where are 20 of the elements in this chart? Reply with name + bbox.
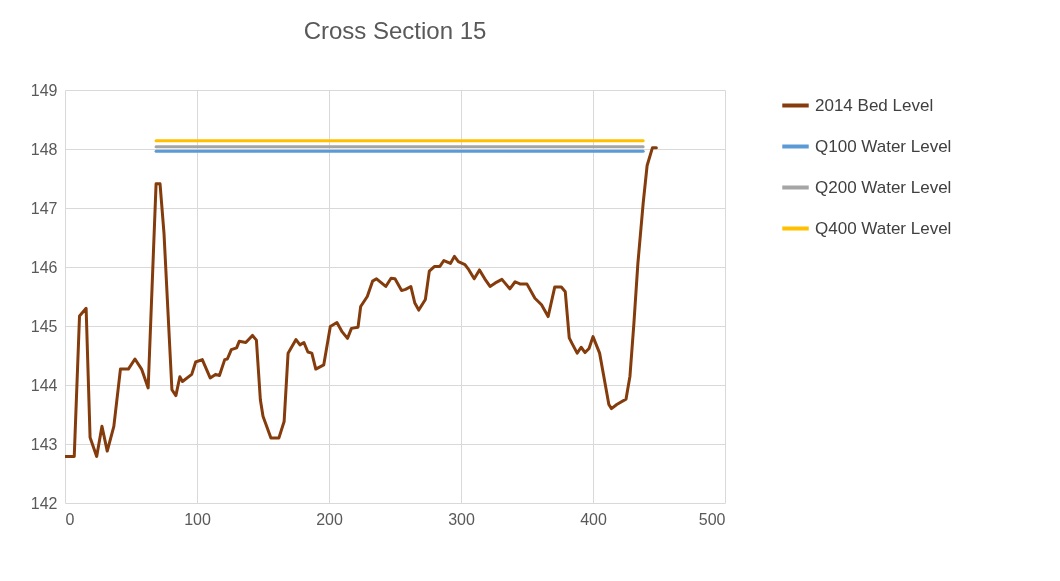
y-tick-label: 142 <box>30 494 58 512</box>
legend-label: Q400 Water Level <box>815 218 952 238</box>
x-tick-label: 100 <box>184 510 211 528</box>
x-tick-label: 200 <box>316 510 343 528</box>
y-tick-label: 148 <box>30 140 58 158</box>
x-tick-label: 0 <box>65 510 75 528</box>
x-tick-label: 500 <box>698 510 726 528</box>
x-tick-label: 300 <box>448 510 475 528</box>
legend-label: Q100 Water Level <box>815 136 952 156</box>
y-tick-label: 143 <box>30 435 58 453</box>
chart-title: Cross Section 15 <box>303 17 487 44</box>
x-tick-label: 400 <box>580 510 607 528</box>
y-tick-label: 147 <box>30 199 58 217</box>
y-tick-label: 144 <box>30 376 58 394</box>
legend-label: 2014 Bed Level <box>815 95 934 115</box>
y-tick-label: 145 <box>30 317 58 335</box>
legend-label: Q200 Water Level <box>815 177 952 197</box>
y-tick-label: 149 <box>30 81 58 99</box>
line-series <box>65 146 658 458</box>
y-tick-label: 146 <box>30 258 58 276</box>
